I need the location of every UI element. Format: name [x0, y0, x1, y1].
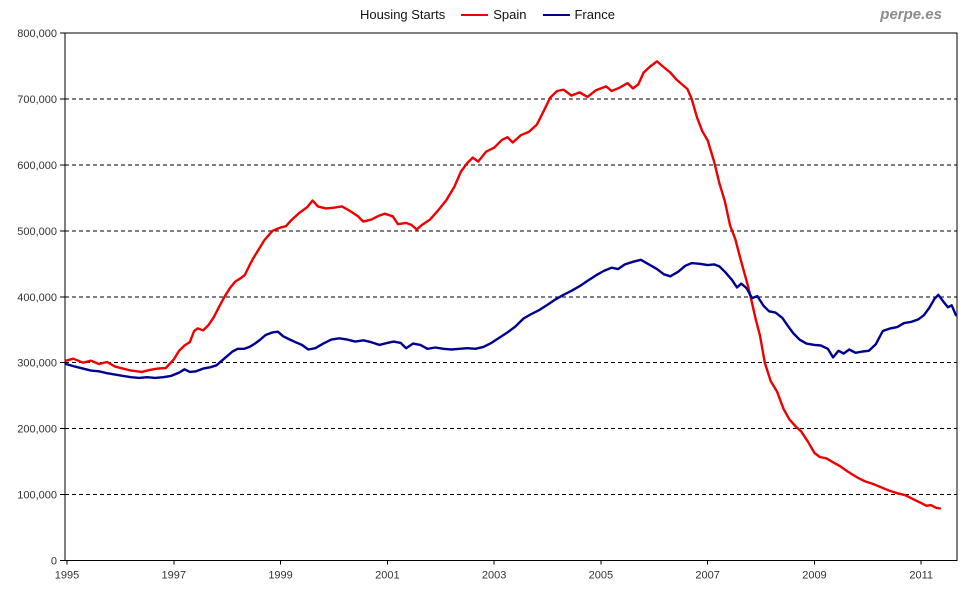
- watermark: perpe.es: [880, 6, 942, 23]
- y-tick-label: 800,000: [17, 28, 57, 40]
- x-tick-label: 2005: [589, 570, 613, 582]
- x-tick-label: 2009: [802, 570, 826, 582]
- legend-item-france: France: [542, 7, 615, 22]
- legend-line-spain-icon: [461, 13, 489, 16]
- y-tick-label: 700,000: [17, 94, 57, 106]
- y-tick-label: 200,000: [17, 424, 57, 436]
- x-tick-label: 2001: [375, 570, 399, 582]
- y-tick-label: 400,000: [17, 292, 57, 304]
- y-tick-label: 0: [51, 556, 57, 568]
- series-line-france: [64, 258, 958, 380]
- legend-label-france: France: [574, 7, 615, 22]
- x-tick-label: 1999: [268, 570, 292, 582]
- x-tick-label: 1997: [162, 570, 186, 582]
- y-tick-label: 600,000: [17, 160, 57, 172]
- x-tick-label: 2007: [695, 570, 719, 582]
- y-tick-label: 100,000: [17, 490, 57, 502]
- x-tick-label: 2011: [909, 570, 933, 582]
- chart-header: Housing Starts Spain France: [360, 7, 615, 22]
- legend-line-france-icon: [542, 13, 570, 16]
- chart-legend: Spain France: [461, 7, 615, 22]
- legend-label-spain: Spain: [493, 7, 527, 22]
- legend-item-spain: Spain: [461, 7, 526, 22]
- y-tick-label: 300,000: [17, 358, 57, 370]
- x-tick-label: 1995: [55, 570, 79, 582]
- chart-title: Housing Starts: [359, 7, 446, 22]
- y-tick-label: 500,000: [17, 226, 57, 238]
- series-line-spain: [64, 60, 942, 510]
- x-tick-label: 2003: [482, 570, 506, 582]
